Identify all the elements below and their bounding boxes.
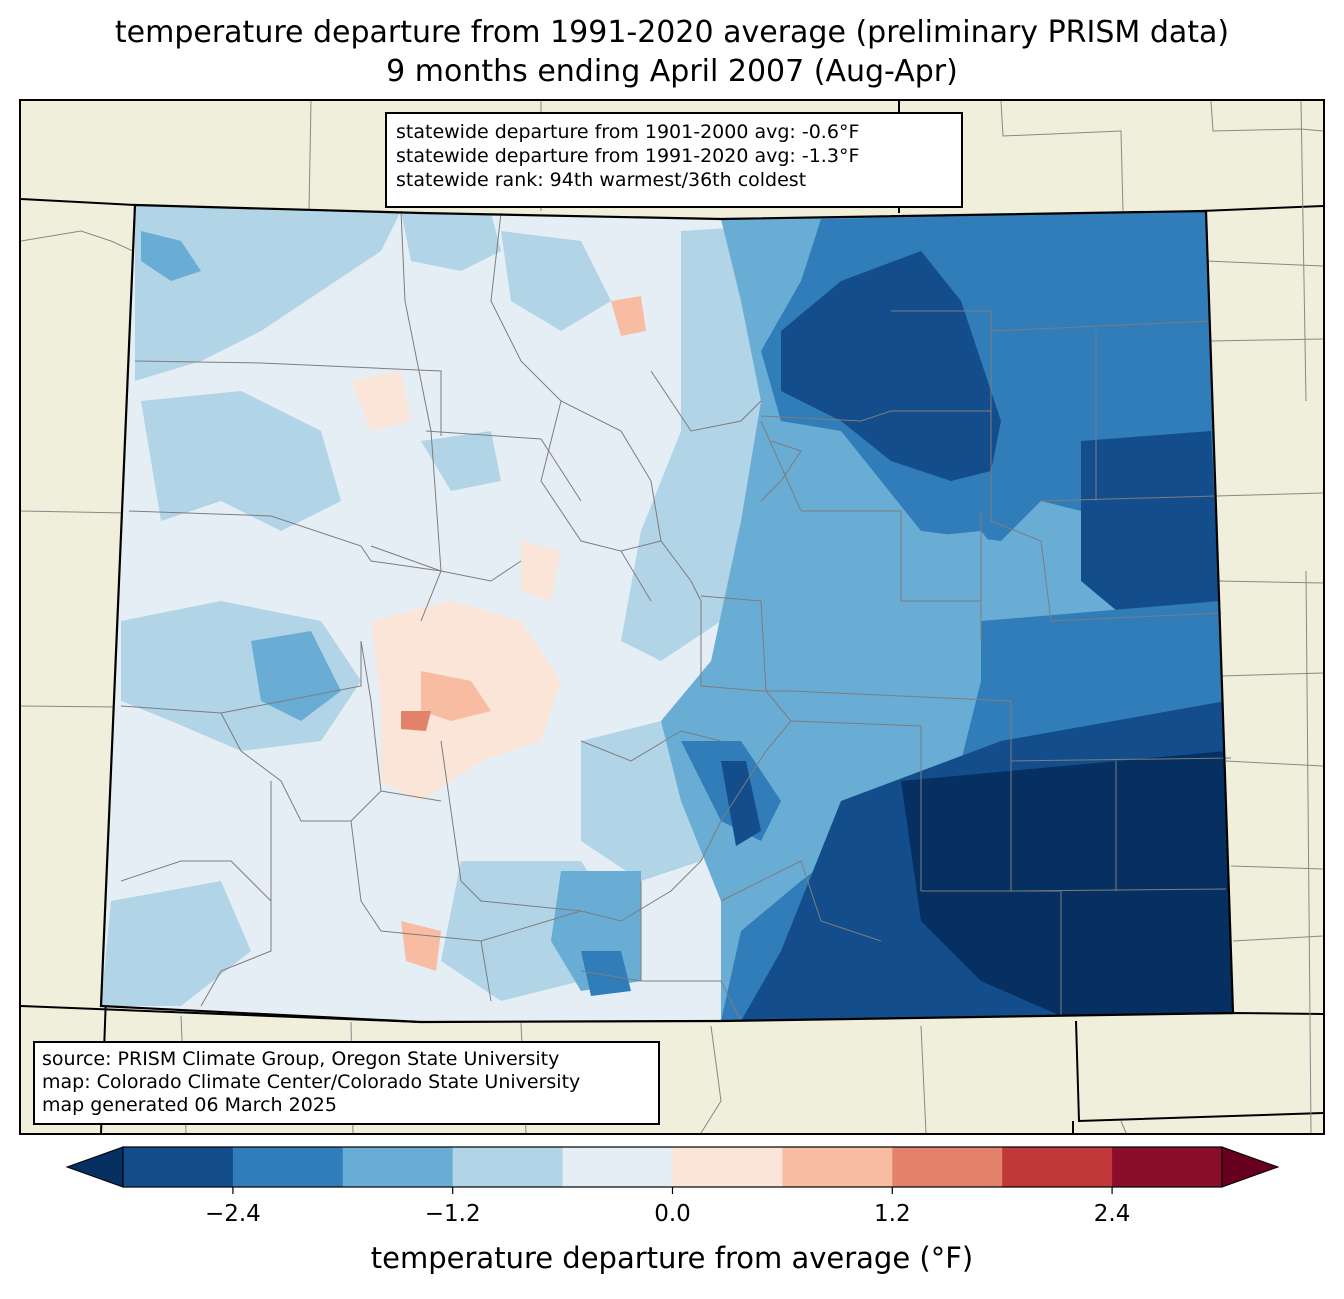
colorbar-bin — [672, 1147, 783, 1187]
colorbar-bin — [1112, 1147, 1223, 1187]
map-panel: statewide departure from 1901-2000 avg: … — [19, 99, 1325, 1135]
colorbar-bin — [562, 1147, 673, 1187]
colorbar-bin — [342, 1147, 454, 1187]
colorbar-bin — [452, 1147, 564, 1187]
stat-departure-1901-2000: statewide departure from 1901-2000 avg: … — [396, 121, 860, 143]
colorbar-label: temperature departure from average (°F) — [370, 1241, 974, 1275]
map-title-line2: 9 months ending April 2007 (Aug-Apr) — [386, 54, 958, 89]
temperature-anomaly-field — [101, 205, 1233, 1022]
colorado-map — [21, 101, 1323, 1133]
colorbar-bin — [892, 1147, 1003, 1187]
colorbar-bin — [232, 1147, 344, 1187]
colorbar-bin — [1002, 1147, 1113, 1187]
map-credit-line: map: Colorado Climate Center/Colorado St… — [42, 1071, 581, 1093]
colorbar-tick-label: −2.4 — [205, 1201, 261, 1227]
colorbar-under-arrow — [65, 1146, 124, 1188]
colorbar-bins — [123, 1147, 1223, 1187]
colorbar-tick-label: 1.2 — [874, 1201, 911, 1227]
colorbar-tick-label: 2.4 — [1094, 1201, 1131, 1227]
colorado-border — [99, 203, 1235, 1024]
colorbar: −2.4 −1.2 0.0 1.2 2.4 — [65, 1146, 1280, 1227]
colorbar-over-arrow — [1221, 1146, 1280, 1188]
colorbar-tick-label: −1.2 — [425, 1201, 481, 1227]
source-box: source: PRISM Climate Group, Oregon Stat… — [33, 1041, 660, 1125]
map-title-line1: temperature departure from 1991-2020 ave… — [114, 15, 1230, 50]
source-line: source: PRISM Climate Group, Oregon Stat… — [42, 1048, 560, 1070]
neighbor-county-lines — [21, 101, 1323, 1133]
colorbar-tick-label: 0.0 — [654, 1201, 691, 1227]
county-lines — [120, 210, 1232, 1022]
stat-rank: statewide rank: 94th warmest/36th coldes… — [396, 169, 807, 191]
stat-departure-1991-2020: statewide departure from 1991-2020 avg: … — [396, 145, 860, 167]
colorbar-bin — [782, 1147, 893, 1187]
colorbar-bin — [123, 1147, 234, 1187]
generated-date-line: map generated 06 March 2025 — [42, 1094, 337, 1116]
colorbar-ticks: −2.4 −1.2 0.0 1.2 2.4 — [205, 1187, 1130, 1227]
statewide-stats-box: statewide departure from 1901-2000 avg: … — [385, 112, 963, 208]
